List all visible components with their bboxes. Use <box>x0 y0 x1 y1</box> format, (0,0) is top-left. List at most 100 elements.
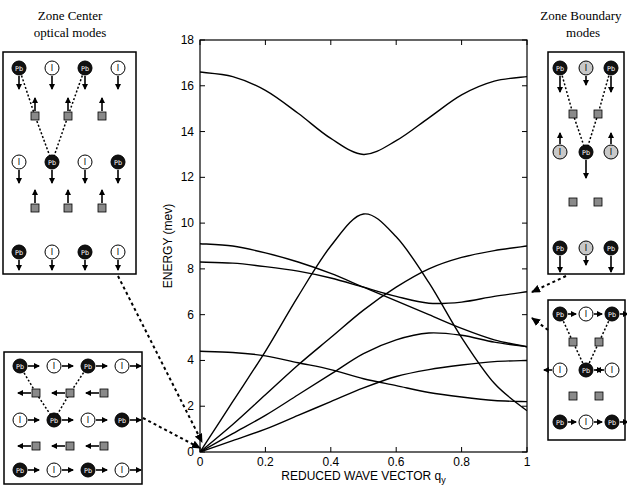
displacement-arrow <box>18 445 31 447</box>
displacement-arrow <box>568 313 576 315</box>
x-tick <box>200 40 201 45</box>
atom-label: Pb <box>556 311 564 319</box>
displacement-arrow <box>585 256 587 265</box>
lead-atom <box>553 307 567 321</box>
bond-line <box>586 68 611 152</box>
lead-atom <box>81 463 95 477</box>
displacement-arrow <box>101 190 103 203</box>
atom-label: I <box>87 416 89 425</box>
atom-label: I <box>19 416 21 425</box>
displacement-arrow <box>52 445 65 447</box>
y-tick <box>200 406 205 407</box>
displacement-arrow <box>620 421 627 423</box>
lead-atom <box>604 61 618 75</box>
y-tick <box>522 452 527 453</box>
displacement-arrow <box>51 260 53 270</box>
panel-title: Zone Center <box>38 8 103 23</box>
displacement-arrow <box>18 392 31 394</box>
atom-label: Pb <box>16 363 24 371</box>
displacement-arrow <box>28 469 39 471</box>
iodine-atom <box>47 463 61 477</box>
displacement-arrow <box>585 160 587 178</box>
displacement-arrow <box>130 365 141 367</box>
panel-title: Zone Boundary <box>540 8 622 23</box>
x-tick <box>396 447 397 452</box>
atom-label: Pb <box>556 65 564 73</box>
iodine-atom <box>579 307 593 321</box>
iodine-atom <box>579 415 593 429</box>
x-tick-label: 0.4 <box>322 455 339 469</box>
iodine-atom <box>13 413 27 427</box>
pointer-arrow <box>118 276 202 442</box>
atom-label: I <box>53 362 55 371</box>
molecule <box>64 112 72 120</box>
displacement-arrow <box>585 76 587 85</box>
atom-label: I <box>117 248 119 257</box>
molecule <box>98 204 106 212</box>
molecule <box>595 338 603 346</box>
displacement-arrow <box>84 260 86 270</box>
displacement-arrow <box>620 313 627 315</box>
displacement-arrow <box>117 76 119 89</box>
lead-atom <box>579 363 593 377</box>
atom-label: Pb <box>81 249 89 257</box>
x-tick-label: 0.8 <box>453 455 470 469</box>
atom-label: Pb <box>582 367 590 375</box>
panel-title: modes <box>566 25 600 40</box>
molecule <box>98 112 106 120</box>
atom-label: Pb <box>608 311 616 319</box>
dispersion-curve <box>200 244 527 347</box>
atom-label: Pb <box>582 149 590 157</box>
displacement-arrow <box>84 76 86 89</box>
molecule <box>32 389 40 397</box>
displacement-arrow <box>559 133 561 144</box>
x-tick <box>330 447 331 452</box>
x-tick-label: 0.2 <box>257 455 274 469</box>
y-tick <box>522 268 527 269</box>
atom-label: Pb <box>556 419 564 427</box>
x-axis-title-subscript: y <box>441 475 446 485</box>
displacement-arrow <box>568 421 576 423</box>
atom-label: I <box>559 148 561 157</box>
atom-label: I <box>84 158 86 167</box>
displacement-arrow <box>594 421 602 423</box>
y-tick <box>522 131 527 132</box>
displacement-arrow <box>18 170 20 183</box>
iodine-atom <box>78 155 92 169</box>
y-axis-title: ENERGY (mev) <box>161 204 175 288</box>
dispersion-curve <box>200 214 527 452</box>
atom-label: Pb <box>84 467 92 475</box>
y-tick <box>522 314 527 315</box>
lead-atom <box>604 241 618 255</box>
atom-label: Pb <box>608 419 616 427</box>
diagram-frame <box>3 52 136 274</box>
displacement-arrow <box>62 419 73 421</box>
iodine-atom <box>605 363 619 377</box>
displacement-arrow <box>559 76 561 92</box>
x-tick <box>265 40 266 45</box>
diagram-frame <box>548 52 624 274</box>
iodine-atom <box>579 241 593 255</box>
pointer-arrow <box>143 418 200 448</box>
y-tick <box>522 177 527 178</box>
molecule <box>64 204 72 212</box>
x-tick <box>461 40 462 45</box>
atom-label: I <box>121 362 123 371</box>
figure: 00.20.40.60.81024681012141618REDUCED WAV… <box>0 0 627 487</box>
atom-label: I <box>559 366 561 375</box>
y-tick-label: 6 <box>187 308 194 322</box>
atom-label: I <box>611 366 613 375</box>
atom-label: Pb <box>15 65 23 73</box>
mode-diagram: PbIPbIIPbIPbPbIPbI <box>4 352 142 484</box>
y-tick-label: 10 <box>181 216 195 230</box>
atom-label: Pb <box>48 159 56 167</box>
displacement-arrow <box>117 260 119 270</box>
displacement-arrow <box>34 190 36 203</box>
atom-label: Pb <box>118 417 126 425</box>
panel-title: optical modes <box>34 25 107 40</box>
displacement-arrow <box>559 256 561 272</box>
atom-label: Pb <box>607 245 615 253</box>
lead-atom <box>605 415 619 429</box>
iodine-atom <box>604 145 618 159</box>
y-tick <box>200 314 205 315</box>
